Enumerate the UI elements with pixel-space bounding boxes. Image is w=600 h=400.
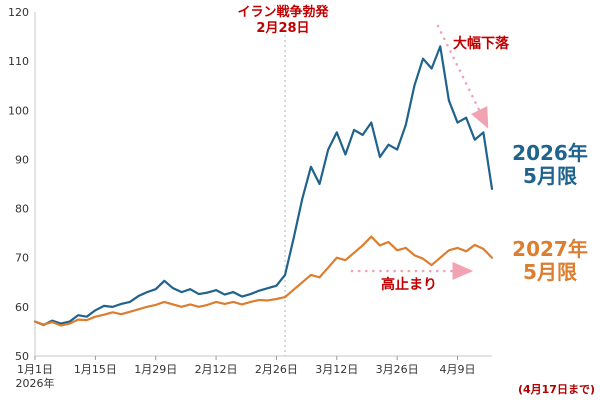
axis-label: 80 [15,203,29,216]
event-annotation-title: イラン戦争勃発 [237,5,329,20]
axis-label: 3月26日 [376,363,419,376]
high-annotation: 高止まり [381,277,437,293]
axis-label: 1月1日 [17,363,53,376]
series-label-2027-line2: 5月限 [523,260,577,284]
series-label-2026: 2026年 5月限 [502,142,598,188]
series-label-2027-line1: 2027年 [512,237,588,261]
axis-label: 2月26日 [255,363,298,376]
axis-label: 120 [8,6,29,19]
series-line-2027年 [33,235,494,327]
axis-label: 90 [15,153,29,166]
axis-label: 1月15日 [74,363,117,376]
event-annotation-date: 2月28日 [256,21,310,37]
series-label-2026-line1: 2026年 [512,141,588,165]
drop-annotation: 大幅下落 [453,36,509,52]
axis-label: 4月9日 [440,363,476,376]
axis-label: 1月29日 [134,363,177,376]
axis-label: 2026年 [16,376,55,390]
axis-label: 100 [8,104,29,117]
series-line-2026年 [33,45,494,327]
axis-label: 3月12日 [315,363,358,376]
event-annotation: イラン戦争勃発 2月28日 [193,5,373,38]
series-label-2026-line2: 5月限 [523,164,577,188]
date-range-footnote: (4月17日まで) [517,383,595,396]
axis-label: 50 [15,350,29,363]
axis-label: 2月12日 [195,363,238,376]
axis-label: 110 [8,55,29,68]
axis-label: 70 [15,252,29,265]
axis-label: 60 [15,301,29,314]
series-label-2027: 2027年 5月限 [502,238,598,284]
